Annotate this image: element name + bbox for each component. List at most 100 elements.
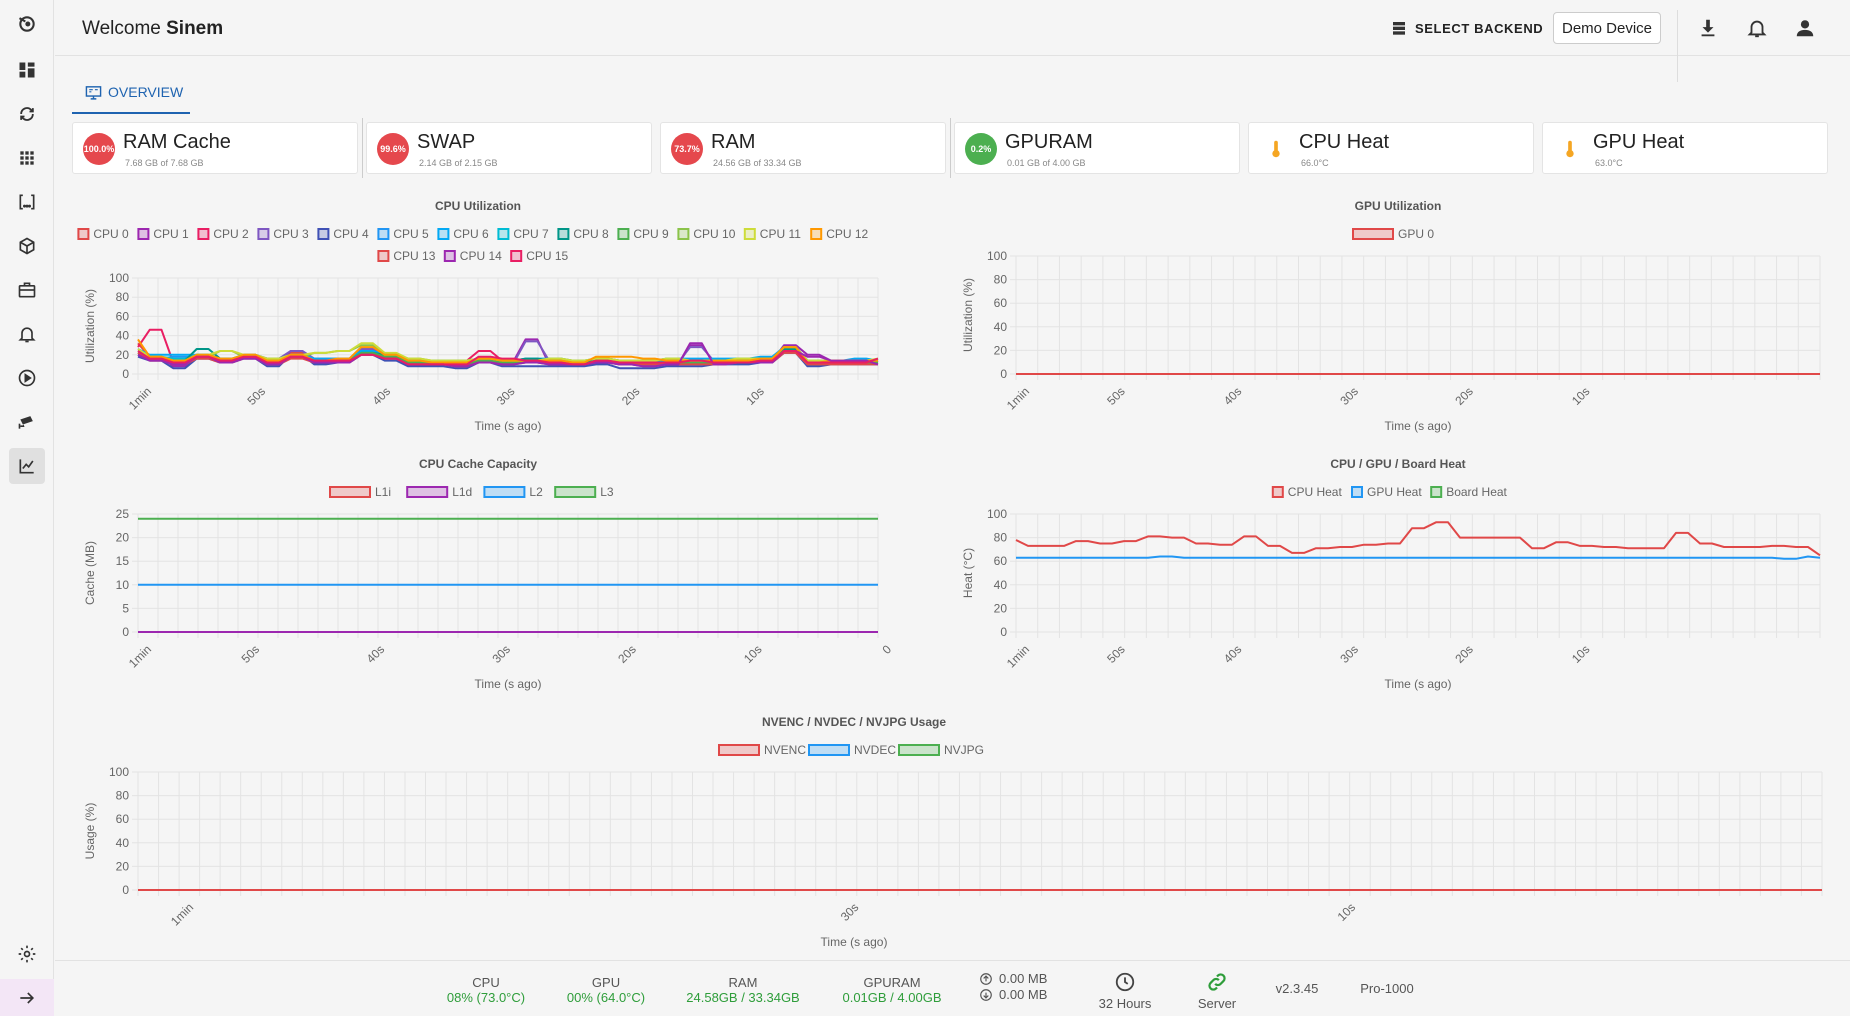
- clock-icon: [1115, 972, 1135, 992]
- nv-usage-chart: NVENC / NVDEC / NVJPG Usage NVENC NVDEC NVJ…: [72, 708, 1828, 956]
- legend-label: CPU 11: [760, 227, 801, 241]
- legend-label: CPU 3: [273, 227, 309, 241]
- gpu-heat-card: GPU Heat 63.0°C: [1542, 122, 1828, 174]
- status-ram: RAM 24.58GB / 33.34GB: [673, 975, 813, 1005]
- x-axis-label: Time (s ago): [475, 677, 542, 691]
- status-uptime: 32 Hours: [1085, 971, 1165, 1011]
- series-line-cpu-12: [137, 338, 878, 364]
- swap-subtitle: 2.14 GB of 2.15 GB: [419, 158, 498, 168]
- x-tick-label: 40s: [1221, 384, 1245, 408]
- y-tick-label: 80: [994, 273, 1008, 287]
- play-icon[interactable]: [9, 360, 45, 396]
- legend-label: CPU 13: [393, 249, 435, 263]
- legend-label: CPU 10: [693, 227, 735, 241]
- status-gpu: GPU 00% (64.0°C): [556, 975, 656, 1005]
- chart-title: CPU Utilization: [435, 199, 521, 213]
- gpuram-card: 0.2% GPURAM 0.01 GB of 4.00 GB: [954, 122, 1240, 174]
- chart-icon[interactable]: [9, 448, 45, 484]
- x-tick-label: 40s: [364, 642, 388, 666]
- toolbar-divider: [1677, 10, 1678, 82]
- series-line-cpu-heat: [1015, 521, 1821, 557]
- y-axis-label: Utilization (%): [83, 289, 97, 363]
- legend-label: CPU 0: [93, 227, 129, 241]
- legend-swatch: [718, 744, 760, 756]
- x-tick-label: 0: [879, 642, 894, 657]
- y-tick-label: 15: [116, 554, 130, 568]
- gpu-utilization-chart: GPU Utilization GPU 0 0 20 40 60 80 100 Utilizat…: [950, 192, 1830, 440]
- x-tick-label: 30s: [494, 384, 518, 408]
- thermometer-icon: [1566, 140, 1574, 158]
- legend-swatch: [329, 486, 371, 498]
- account-icon[interactable]: [1793, 16, 1817, 40]
- y-tick-label: 20: [994, 343, 1008, 357]
- x-tick-label: 1min: [168, 900, 196, 928]
- legend-label: CPU 4: [333, 227, 369, 241]
- brackets-icon[interactable]: [9, 184, 45, 220]
- status-cpu-value: 08% (73.0°C): [446, 990, 526, 1005]
- x-tick-label: 50s: [1104, 642, 1128, 666]
- legend-swatch: [443, 250, 456, 262]
- legend-label: CPU 9: [633, 227, 669, 241]
- ram-badge: 73.7%: [671, 133, 703, 165]
- legend-label: L3: [600, 485, 614, 499]
- bell-icon[interactable]: [9, 316, 45, 352]
- legend-label: L1i: [375, 485, 391, 499]
- y-axis-label: Heat (°C): [961, 548, 975, 598]
- legend-swatch: [677, 228, 690, 240]
- cctv-icon[interactable]: [9, 404, 45, 440]
- x-tick-label: 1min: [1004, 642, 1032, 670]
- y-tick-label: 60: [116, 309, 130, 323]
- y-tick-label: 0: [122, 625, 129, 639]
- select-backend-label: SELECT BACKEND: [1415, 20, 1544, 36]
- notifications-icon[interactable]: [1745, 16, 1769, 40]
- x-tick-label: 20s: [1452, 384, 1476, 408]
- cube-icon[interactable]: [9, 228, 45, 264]
- x-tick-label: 20s: [1452, 642, 1476, 666]
- legend-swatch: [1271, 486, 1284, 498]
- gpuram-badge: 0.2%: [965, 133, 997, 165]
- version-label: v2.3.45: [1275, 981, 1319, 996]
- logo-icon[interactable]: [9, 6, 45, 42]
- gpu-heat-subtitle: 63.0°C: [1595, 158, 1623, 168]
- status-uptime-value: 32 Hours: [1098, 996, 1152, 1011]
- device-selector[interactable]: Demo Device: [1553, 12, 1661, 44]
- legend-label: CPU 5: [393, 227, 429, 241]
- settings-icon[interactable]: [9, 936, 45, 972]
- dashboard-icon[interactable]: [9, 52, 45, 88]
- legend-swatch: [197, 228, 210, 240]
- x-tick-label: 10s: [743, 384, 767, 408]
- x-tick-label: 10s: [1335, 900, 1359, 924]
- ram-cache-subtitle: 7.68 GB of 7.68 GB: [125, 158, 204, 168]
- x-tick-label: 10s: [1569, 384, 1593, 408]
- legend-swatch: [377, 228, 390, 240]
- y-tick-label: 40: [116, 836, 130, 850]
- y-tick-label: 60: [994, 296, 1008, 310]
- expand-sidebar-button[interactable]: [0, 979, 54, 1016]
- status-ram-value: 24.58GB / 33.34GB: [686, 990, 800, 1005]
- legend-swatch: [554, 486, 597, 498]
- y-axis-label: Cache (MB): [83, 541, 97, 605]
- apps-icon[interactable]: [9, 140, 45, 176]
- download-icon[interactable]: [1696, 16, 1720, 40]
- sync-icon[interactable]: [9, 96, 45, 132]
- legend-swatch: [557, 228, 570, 240]
- y-tick-label: 5: [122, 601, 129, 615]
- y-tick-label: 25: [116, 507, 130, 521]
- legend-swatch: [483, 486, 526, 498]
- legend-swatch: [510, 250, 523, 262]
- cpu-heat-subtitle: 66.0°C: [1301, 158, 1329, 168]
- tab-overview[interactable]: OVERVIEW: [72, 72, 190, 114]
- status-gpu-value: 00% (64.0°C): [566, 990, 646, 1005]
- status-server[interactable]: Server: [1182, 971, 1252, 1011]
- legend-swatch: [810, 228, 823, 240]
- gpu-heat-title: GPU Heat: [1593, 131, 1685, 153]
- select-backend-button[interactable]: SELECT BACKEND: [1391, 13, 1543, 43]
- briefcase-icon[interactable]: [9, 272, 45, 308]
- legend-label: CPU 2: [213, 227, 249, 241]
- series-line-gpu-heat: [1016, 555, 1821, 560]
- legend-swatch: [137, 228, 150, 240]
- y-tick-label: 60: [994, 554, 1008, 568]
- legend-label: CPU 15: [526, 249, 568, 263]
- legend-swatch: [77, 228, 90, 240]
- nv-chart-svg: NVENC / NVDEC / NVJPG Usage NVENC NVDEC NVJ…: [83, 715, 1823, 949]
